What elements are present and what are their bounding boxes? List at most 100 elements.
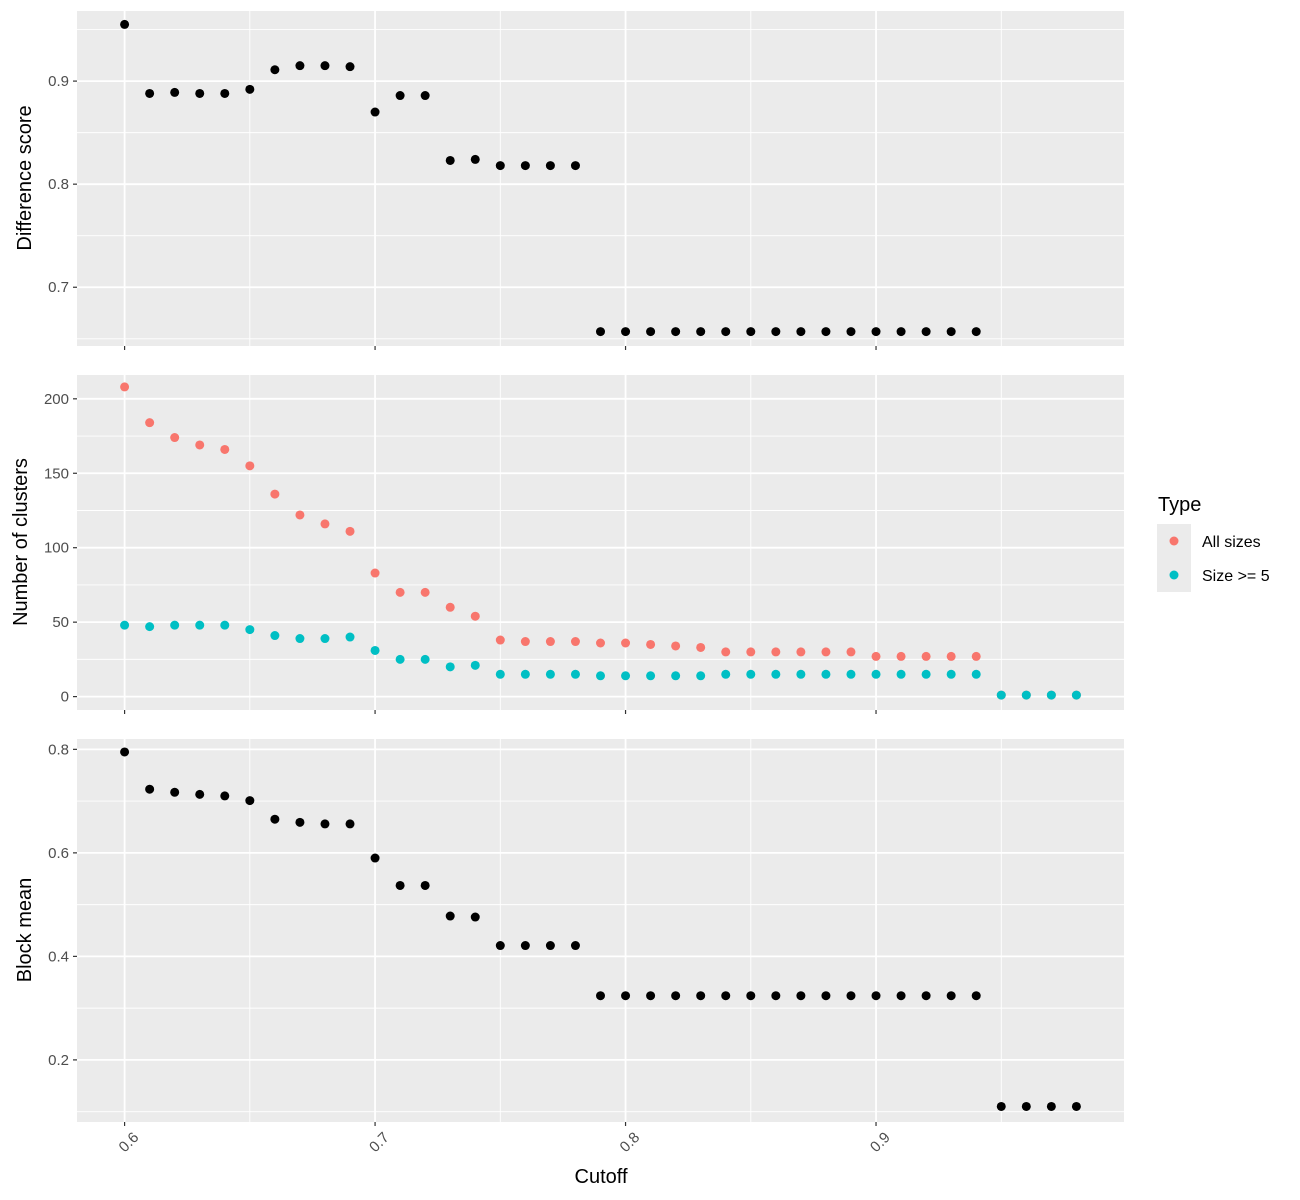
all-sizes-point [796, 647, 806, 657]
difference-score-point [195, 88, 205, 98]
size-5-point [596, 671, 605, 681]
size-5-point [671, 671, 681, 681]
size-5-point [320, 634, 330, 644]
size-5-point [245, 625, 255, 635]
block-mean-point [596, 991, 605, 1001]
all-sizes-point [120, 382, 130, 392]
block-mean-point [570, 941, 580, 951]
all-sizes-point [971, 651, 981, 661]
all-sizes-point [520, 637, 530, 647]
size-5-point [470, 660, 480, 670]
block-mean-point [420, 880, 430, 890]
difference-score-point [696, 327, 706, 337]
difference-score-point [570, 161, 580, 171]
block-mean-point [245, 796, 255, 806]
size-5-point [495, 669, 505, 679]
all-sizes-point [921, 651, 931, 661]
block-mean-point [646, 991, 656, 1001]
all-sizes-point [245, 461, 255, 471]
block-mean-point [145, 784, 155, 794]
difference-score-point [220, 88, 230, 98]
block-mean-point [871, 991, 881, 1001]
x-axis-title: Cutoff [575, 1166, 628, 1188]
block-mean-panel: 0.2 0.4 0.6 0.8 0.6 0.7 0.8 0.9 [48, 739, 1124, 1156]
all-sizes-point [596, 638, 605, 648]
difference-score-point [145, 88, 155, 98]
block-mean-y-tick-label: 0.4 [48, 948, 69, 965]
all-sizes-point [295, 510, 305, 520]
size-5-point [1071, 690, 1081, 700]
size-5-point [721, 669, 731, 679]
block-mean-point [220, 791, 230, 801]
size-5-point [145, 622, 155, 632]
size-5-point [295, 634, 305, 644]
difference-score-y-tick-label: 0.9 [48, 73, 69, 90]
size-5-point [821, 669, 831, 679]
block-mean-point [120, 747, 130, 757]
difference-score-point [370, 107, 380, 117]
size-5-point [1021, 690, 1031, 700]
difference-score-panel: 0.7 0.8 0.9 [48, 11, 1124, 350]
all-sizes-point [445, 602, 455, 612]
all-sizes-point [671, 641, 681, 651]
all-sizes-point [195, 440, 205, 450]
all-sizes-point [470, 611, 480, 621]
y-axis-title-difference-score: Difference score [14, 105, 36, 250]
block-mean-point [746, 991, 756, 1001]
difference-score-point [520, 161, 530, 171]
difference-score-point [871, 327, 881, 337]
difference-score-point [295, 61, 305, 71]
size-5-point [746, 669, 756, 679]
number-of-clusters-panel: 0 50 100 150 200 [44, 375, 1124, 714]
difference-score-point [921, 327, 931, 337]
x-tick-label: 0.7 [366, 1129, 393, 1156]
difference-score-point [821, 327, 831, 337]
all-sizes-point [721, 647, 731, 657]
size-5-point [370, 645, 380, 655]
block-mean-point [721, 991, 731, 1001]
size-5-point [1046, 690, 1056, 700]
size-5-point [921, 669, 931, 679]
size-5-point [771, 669, 781, 679]
size-5-point [345, 632, 355, 642]
all-sizes-point [621, 638, 631, 648]
size-5-point [996, 690, 1006, 700]
block-mean-point [320, 819, 330, 829]
block-mean-point [921, 991, 931, 1001]
all-sizes-point [570, 637, 580, 647]
block-mean-point [821, 991, 831, 1001]
difference-score-y-tick-label: 0.7 [48, 279, 69, 296]
all-sizes-point [370, 568, 380, 578]
size-5-point [570, 669, 580, 679]
y-axis-title-number-of-clusters: Number of clusters [10, 458, 32, 626]
block-mean-y-tick-label: 0.8 [48, 741, 69, 758]
all-sizes-point [545, 637, 555, 647]
difference-score-point [721, 327, 731, 337]
all-sizes-point [746, 647, 756, 657]
block-mean-point [846, 991, 856, 1001]
size-5-point [220, 620, 230, 630]
legend: Type All sizes Size >= 5 [1157, 494, 1270, 592]
legend-label-all-sizes: All sizes [1202, 534, 1261, 551]
block-mean-point [370, 853, 380, 863]
block-mean-point [946, 991, 956, 1001]
difference-score-point [495, 161, 505, 171]
all-sizes-point [270, 489, 280, 499]
all-sizes-point [345, 526, 355, 536]
all-sizes-point [145, 418, 155, 428]
difference-score-point [971, 327, 981, 337]
block-mean-point [445, 911, 455, 921]
difference-score-point [320, 61, 330, 71]
block-mean-point [796, 991, 806, 1001]
difference-score-point [946, 327, 956, 337]
all-sizes-point [220, 444, 230, 454]
number-of-clusters-y-tick-label: 150 [44, 465, 69, 482]
all-sizes-point [395, 587, 405, 597]
size-5-point [395, 654, 405, 664]
size-5-point [696, 671, 706, 681]
block-mean-point [971, 991, 981, 1001]
all-sizes-point [696, 642, 706, 652]
block-mean-point [520, 941, 530, 951]
all-sizes-point [896, 651, 906, 661]
